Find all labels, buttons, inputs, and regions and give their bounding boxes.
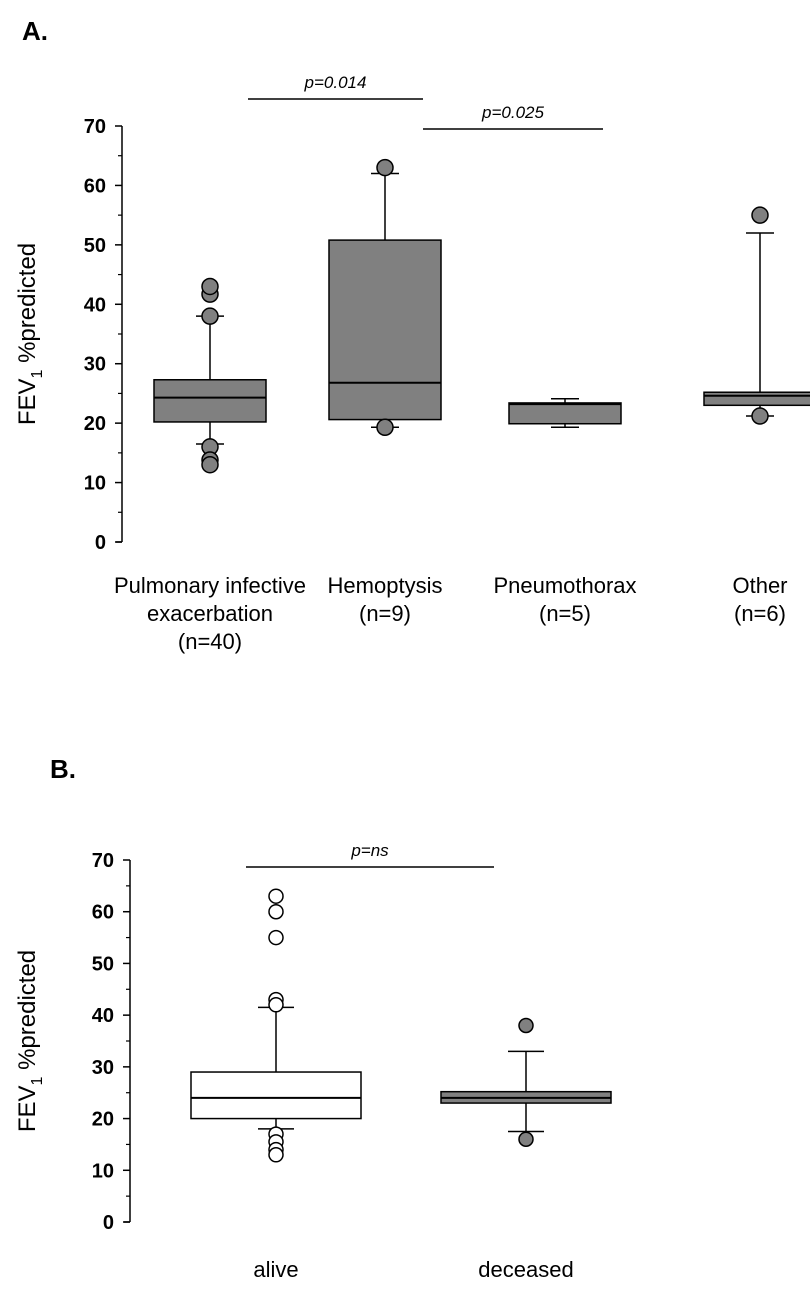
category-label: Pneumothorax [493,573,636,598]
category-label: Other [732,573,787,598]
box-iqr [190,1071,362,1120]
y-tick-label: 40 [84,294,106,316]
outlier-point [268,997,284,1013]
y-tick-label: 70 [92,850,114,872]
y-tick-label: 0 [95,532,106,554]
y-tick-label: 20 [92,1109,114,1131]
outlier-point [376,418,394,437]
outlier-point [518,1017,534,1034]
outlier-point [201,455,219,474]
outlier-point [268,1147,284,1163]
category-label: Hemoptysis [328,573,443,598]
p-value-label: p=ns [350,841,389,860]
y-axis-title-rest: %predicted [14,243,41,370]
category-label: (n=9) [359,601,411,626]
box-iqr [703,391,810,407]
category-label: alive [253,1257,298,1282]
y-tick-label: 20 [84,413,106,435]
category-label: Pulmonary infective [114,573,306,598]
y-axis-title: FEV1 %predicted [14,950,46,1132]
y-tick-label: 30 [84,354,106,376]
box-group [703,206,810,425]
y-tick-label: 10 [92,1160,114,1182]
category-label: deceased [478,1257,573,1282]
p-value-label: p=0.014 [304,73,367,92]
outlier-point [201,307,219,325]
panel-a: A. 0 10 20 30 40 50 60 70 FEV1 %predicted Pulmonar… [14,16,810,654]
outlier-point [376,158,394,177]
y-axis-title-subscript: 1 [29,369,46,378]
y-tick-label: 10 [84,473,106,495]
box-group [153,277,267,474]
y-axis-title-main: FEV [14,378,41,425]
outlier-point [751,206,769,224]
category-label: (n=6) [734,601,786,626]
y-axis-title-main: FEV [14,1085,41,1132]
y-tick-label: 40 [92,1005,114,1027]
category-label: (n=40) [178,629,242,654]
p-value-label: p=0.025 [481,103,544,122]
outlier-point [751,407,769,425]
panel-label: A. [22,16,48,46]
outlier-point [518,1131,534,1148]
y-tick-label: 60 [84,175,106,197]
panel-label: B. [50,754,76,784]
y-axis-title-rest: %predicted [14,950,41,1077]
category-label: (n=5) [539,601,591,626]
y-tick-label: 70 [84,116,106,138]
box-iqr [328,239,442,421]
box-group [190,888,362,1163]
box-group [508,398,622,429]
y-tick-label: 50 [84,235,106,257]
category-label: exacerbation [147,601,273,626]
panel-b: B. 0 10 20 30 40 50 60 70 FEV1 %predicted alive dec… [14,754,612,1282]
box-iqr [508,402,622,425]
outlier-point [201,277,219,296]
y-tick-label: 60 [92,902,114,924]
box-group [328,158,442,437]
y-tick-label: 50 [92,953,114,975]
box-iqr [153,379,267,423]
box-group [440,1017,612,1148]
y-axis-title: FEV1 %predicted [14,243,46,425]
outlier-point [268,903,284,920]
y-axis-title-subscript: 1 [29,1076,46,1085]
y-tick-label: 0 [103,1212,114,1234]
y-tick-label: 30 [92,1057,114,1079]
outlier-point [268,888,284,904]
outlier-point [268,929,284,946]
